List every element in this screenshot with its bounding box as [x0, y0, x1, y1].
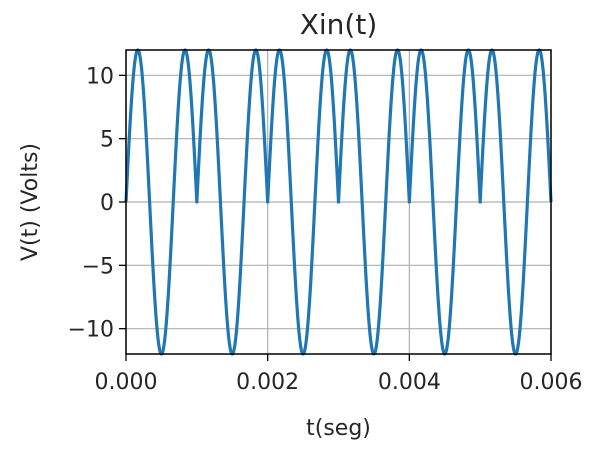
y-tick-label: −5 — [82, 254, 114, 279]
y-tick-label: 10 — [86, 64, 114, 89]
tick-layer: 0.000 0.002 0.004 0.006 10 5 0 −5 −10 — [68, 64, 583, 395]
y-tick-label: 5 — [100, 128, 114, 153]
x-axis-label: t(seg) — [306, 416, 371, 441]
series-layer — [124, 48, 553, 356]
x-tick-label: 0.006 — [520, 370, 583, 395]
series-line — [124, 48, 553, 356]
x-tick-label: 0.002 — [236, 370, 299, 395]
y-axis-label: V(t) (Volts) — [18, 143, 43, 261]
y-tick-label: 0 — [100, 191, 114, 216]
y-tick-label: −10 — [68, 318, 114, 343]
chart-title: Xin(t) — [300, 8, 378, 41]
x-tick-label: 0.000 — [95, 370, 158, 395]
x-tick-label: 0.004 — [378, 370, 441, 395]
